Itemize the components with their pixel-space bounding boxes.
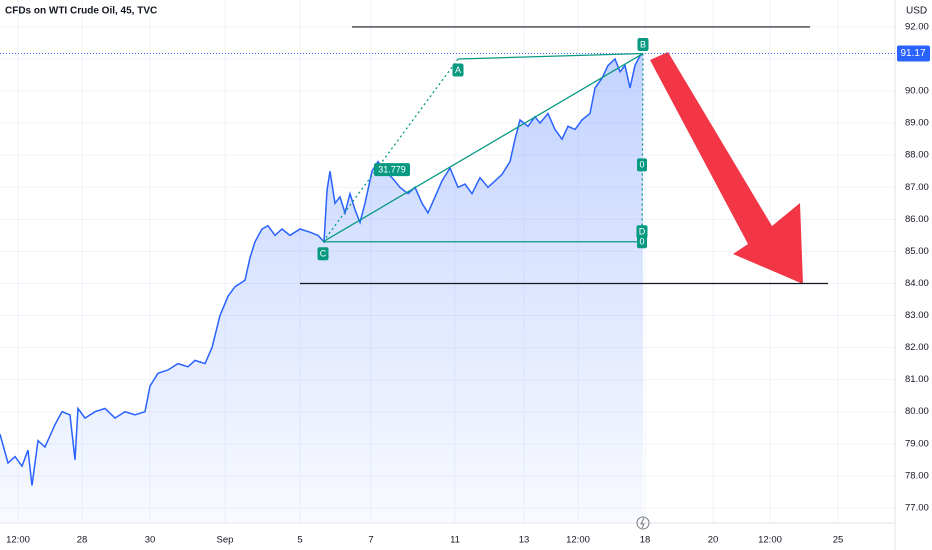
point-box: [637, 235, 647, 249]
y-tick-label: 90.00: [905, 86, 929, 97]
y-tick-label: 81.00: [905, 374, 929, 385]
x-tick-label: 20: [708, 535, 719, 546]
y-tick-label: 83.00: [905, 310, 929, 321]
point-box: [374, 163, 410, 177]
y-tick-label: 77.00: [905, 502, 929, 513]
point-box: [637, 38, 649, 52]
y-tick-label: 89.00: [905, 118, 929, 129]
point-label: 0: [639, 160, 644, 170]
y-tick-label: 87.00: [905, 182, 929, 193]
area: [0, 53, 643, 523]
x-tick-label: 7: [368, 535, 373, 546]
y-tick-label: 84.00: [905, 278, 929, 289]
y-tick-label: 92.00: [905, 21, 929, 32]
x-tick-label: 28: [77, 535, 88, 546]
point-box: [452, 63, 464, 77]
point-label: D: [639, 227, 646, 237]
y-tick-label: 79.00: [905, 438, 929, 449]
point-box: [636, 225, 648, 239]
x-tick-label: 11: [450, 535, 460, 546]
currency: USD: [906, 6, 927, 17]
y-tick-label: 78.00: [905, 470, 929, 481]
point-label: 31.779: [378, 165, 406, 175]
pattern-line: [457, 52, 644, 60]
y-tick-label: 80.00: [905, 406, 929, 417]
x-tick-label: 5: [297, 535, 302, 546]
point-label: A: [455, 65, 461, 75]
y-tick-label: 82.00: [905, 342, 929, 353]
y-tick-label: 86.00: [905, 214, 929, 225]
x-tick-label: 13: [519, 535, 530, 546]
price-line: [0, 52, 644, 486]
x-tick-label: 18: [640, 535, 651, 546]
x-tick-label: 25: [833, 535, 844, 546]
arrow: [650, 52, 803, 284]
chart-title: CFDs on WTI Crude Oil, 45, TVC: [5, 6, 157, 17]
lightning-icon: [636, 516, 650, 530]
pattern-line: [322, 52, 644, 243]
pattern-line: [641, 53, 644, 242]
point-label: C: [320, 249, 327, 259]
y-tick-label: 85.00: [905, 246, 929, 257]
last-price-box: [897, 45, 930, 62]
x-tick-label: 30: [145, 535, 156, 546]
x-tick-label: 12:00: [566, 535, 590, 546]
x-tick-label: 12:00: [758, 535, 782, 546]
x-tick-label: Sep: [217, 535, 234, 546]
point-box: [637, 158, 647, 172]
point-label: B: [640, 39, 646, 49]
point-label: 0: [639, 237, 644, 247]
y-tick-label: 88.00: [905, 150, 929, 161]
last-price-label: 91.17: [900, 48, 925, 59]
x-tick-label: 12:00: [6, 535, 30, 546]
point-box: [317, 247, 329, 261]
